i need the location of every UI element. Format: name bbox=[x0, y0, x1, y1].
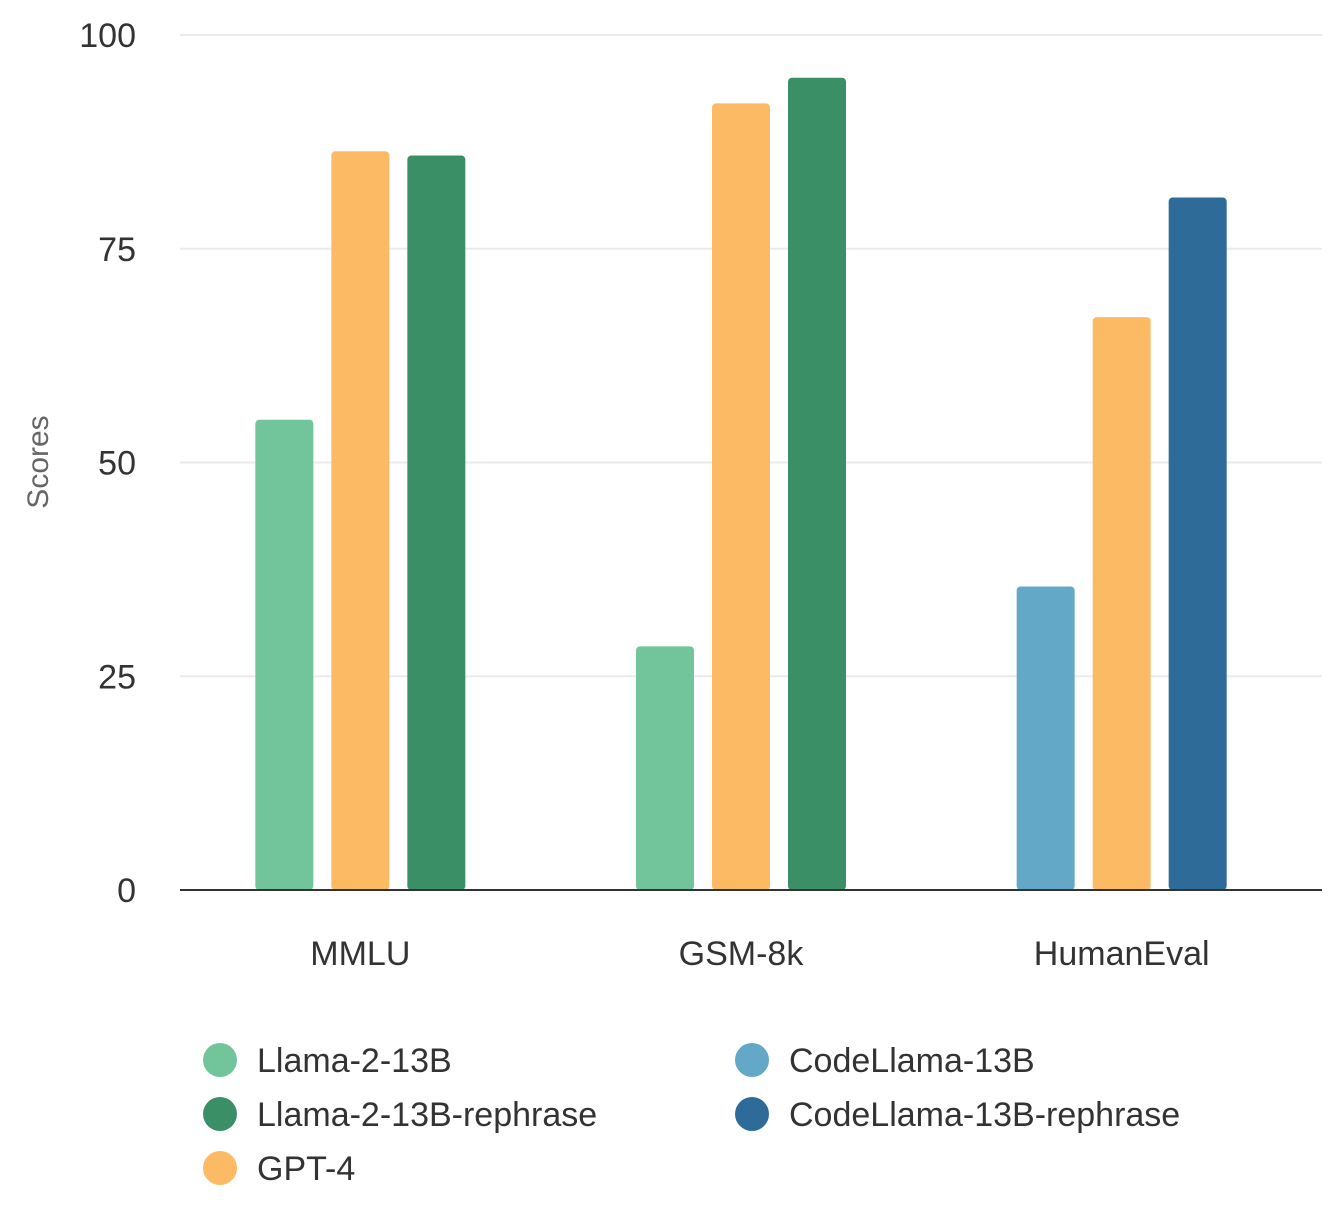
y-tick-label: 100 bbox=[79, 17, 136, 55]
bar-humaneval-codellama-13b bbox=[1016, 586, 1075, 890]
legend-label: Llama-2-13B-rephrase bbox=[257, 1096, 597, 1134]
bar-mmlu-llama-2-13b bbox=[255, 419, 314, 890]
x-category-label: MMLU bbox=[310, 935, 410, 973]
legend-label: CodeLlama-13B-rephrase bbox=[789, 1096, 1180, 1134]
legend-item: CodeLlama-13B-rephrase bbox=[735, 1096, 1180, 1134]
y-axis-title: Scores bbox=[22, 415, 55, 508]
legend-swatch bbox=[203, 1097, 237, 1131]
bar-mmlu-gpt-4 bbox=[331, 151, 390, 890]
y-tick-label: 75 bbox=[98, 231, 136, 269]
legend-swatch bbox=[203, 1151, 237, 1185]
bar-gsm-8k-gpt-4 bbox=[712, 103, 770, 890]
legend-item: Llama-2-13B-rephrase bbox=[203, 1096, 597, 1134]
legend-item: Llama-2-13B bbox=[203, 1042, 452, 1080]
bar-mmlu-llama-2-13b-rephrase bbox=[407, 155, 466, 890]
legend-swatch bbox=[203, 1043, 237, 1077]
legend-swatch bbox=[735, 1043, 769, 1077]
legend-item: CodeLlama-13B bbox=[735, 1042, 1035, 1080]
legend-label: CodeLlama-13B bbox=[789, 1042, 1035, 1080]
x-category-label: GSM-8k bbox=[679, 935, 805, 973]
legend-label: GPT-4 bbox=[257, 1150, 355, 1188]
y-tick-label: 50 bbox=[98, 445, 136, 483]
legend-swatch bbox=[735, 1097, 769, 1131]
bars-layer bbox=[255, 77, 1227, 890]
legend-item: GPT-4 bbox=[203, 1150, 355, 1188]
bar-gsm-8k-llama-2-13b bbox=[636, 646, 694, 890]
legend: Llama-2-13B CodeLlama-13B Llama-2-13B-reph… bbox=[203, 1042, 1180, 1188]
bar-humaneval-gpt-4 bbox=[1092, 317, 1151, 890]
y-tick-label: 25 bbox=[98, 658, 136, 696]
bar-gsm-8k-llama-2-13b-rephrase bbox=[788, 77, 846, 890]
axis-layer: Scores 0 25 50 75 100 MMLU GSM-8k HumanEval bbox=[22, 17, 1322, 973]
x-category-label: HumanEval bbox=[1034, 935, 1210, 973]
legend-label: Llama-2-13B bbox=[257, 1042, 452, 1080]
bar-humaneval-codellama-13b-rephrase bbox=[1168, 197, 1227, 890]
y-tick-label: 0 bbox=[117, 872, 136, 910]
